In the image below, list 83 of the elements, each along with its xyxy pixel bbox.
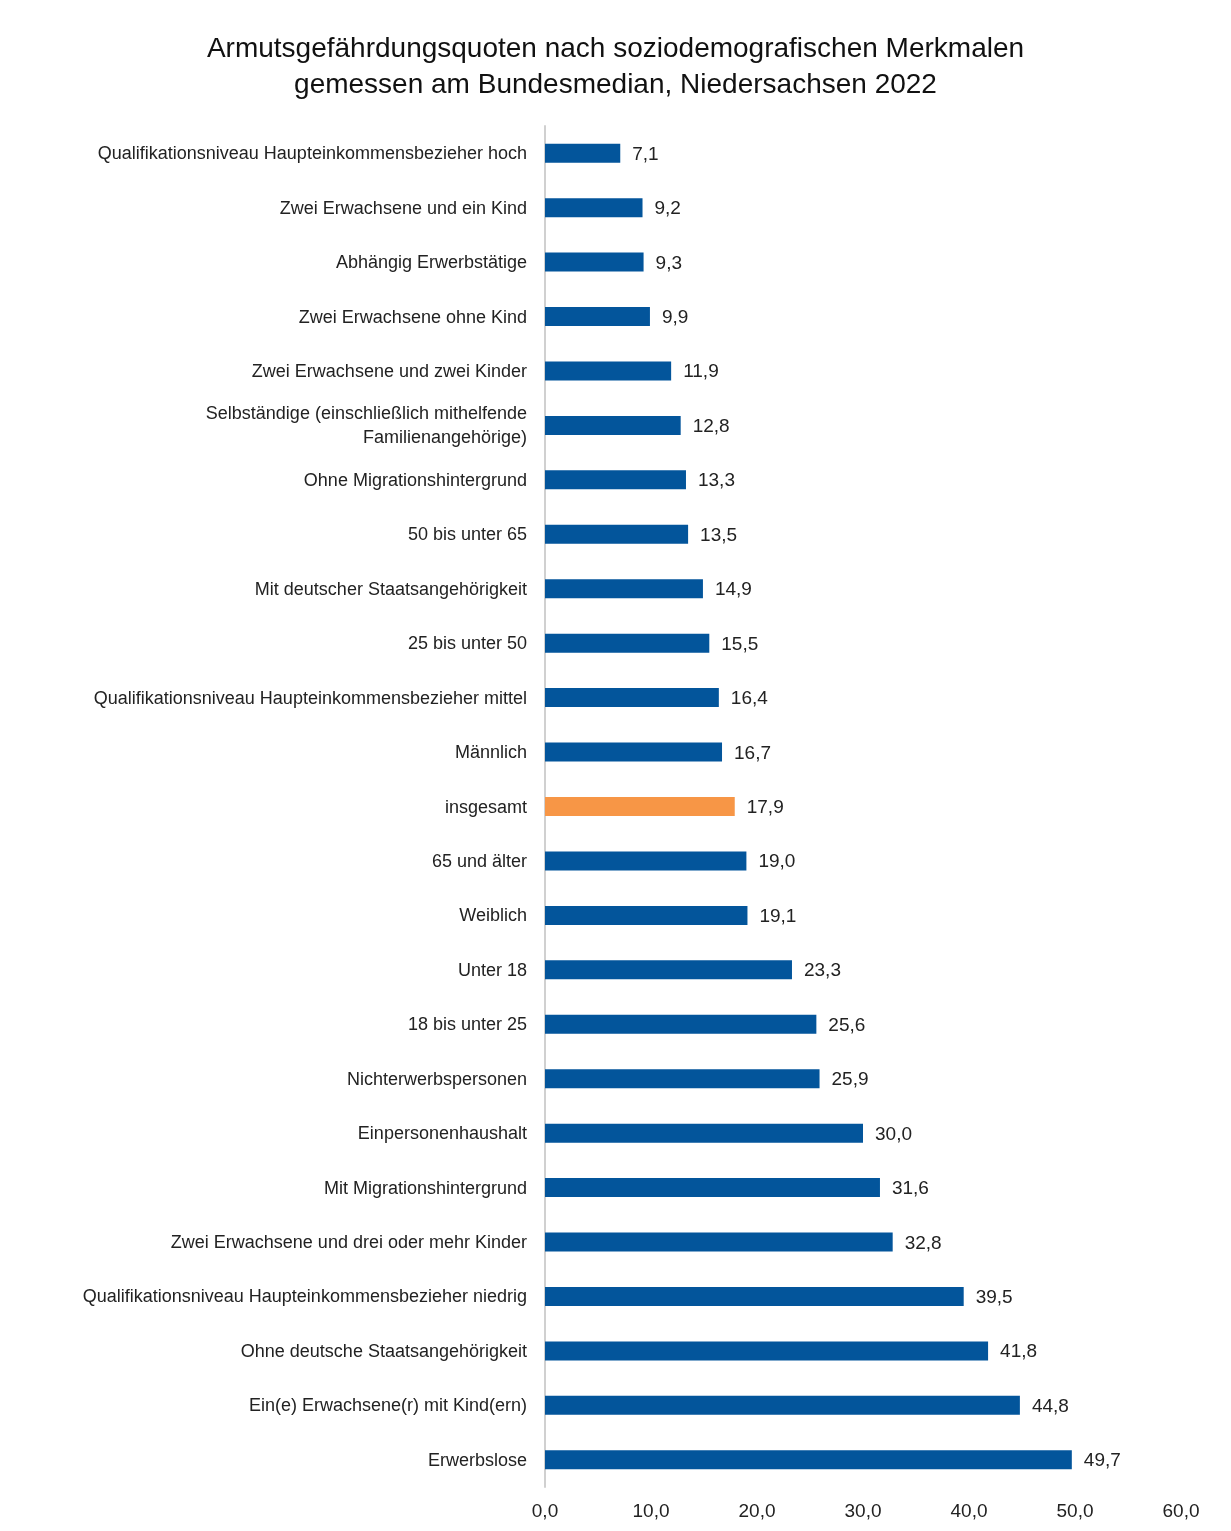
x-tick-label: 30,0 xyxy=(844,1500,882,1521)
y-tick-label: Ein(e) Erwachsene(r) mit Kind(ern) xyxy=(248,1395,527,1416)
y-tick-label: Selbständige (einschließlich mithelfende Familienangehörige) xyxy=(205,403,527,448)
y-tick-label: Abhängig Erwerbstätige xyxy=(335,252,527,273)
bar xyxy=(545,688,719,708)
bar xyxy=(545,960,792,980)
data-label: 44,8 xyxy=(1031,1394,1069,1416)
bar xyxy=(545,1341,989,1361)
data-label: 9,9 xyxy=(661,306,689,328)
bar xyxy=(545,851,747,871)
y-tick-label: Weiblich xyxy=(459,905,527,926)
bar xyxy=(545,524,689,544)
x-tick-label: 40,0 xyxy=(950,1500,988,1521)
y-tick-label: 50 bis unter 65 xyxy=(407,524,527,545)
chart-title: Armutsgefährdungsquoten nach soziodemografischen Merkmalen gemessen am Bundesmedian, Niedersachsen 2022 xyxy=(206,31,1025,99)
y-tick-label: Mit deutscher Staatsangehörigkeit xyxy=(254,578,527,599)
y-tick-label: Ohne deutsche Staatsangehörigkeit xyxy=(240,1340,527,1361)
y-tick-label: Qualifikationsniveau Haupteinkommensbezieher hoch xyxy=(97,143,527,164)
bar xyxy=(545,1069,820,1089)
bar xyxy=(545,1286,964,1306)
data-label: 13,5 xyxy=(700,523,738,545)
bar xyxy=(545,307,650,327)
bar xyxy=(545,143,621,163)
x-tick-label: 60,0 xyxy=(1162,1500,1200,1521)
y-tick-label: Qualifikationsniveau Haupteinkommensbezieher mittel xyxy=(93,687,527,708)
data-label: 32,8 xyxy=(904,1231,942,1253)
data-label: 9,3 xyxy=(655,251,682,273)
data-label: 16,7 xyxy=(734,741,771,763)
bar xyxy=(545,1014,817,1034)
y-tick-label: Zwei Erwachsene und zwei Kinder xyxy=(251,360,527,381)
bar xyxy=(545,1178,880,1198)
data-label: 39,5 xyxy=(975,1285,1013,1307)
y-tick-label: Erwerbslose xyxy=(427,1449,527,1470)
data-label: 49,7 xyxy=(1083,1449,1121,1471)
bar xyxy=(545,633,710,653)
bar xyxy=(545,905,748,925)
data-label: 23,3 xyxy=(803,959,841,981)
y-tick-label: Ohne Migrationshintergrund xyxy=(303,469,527,490)
x-tick-label: 50,0 xyxy=(1056,1500,1094,1521)
y-tick-label: Mit Migrationshintergrund xyxy=(323,1177,527,1198)
bar xyxy=(545,415,681,435)
data-label: 16,4 xyxy=(730,687,769,709)
y-tick-label: 65 und älter xyxy=(431,850,527,871)
y-tick-label: Unter 18 xyxy=(457,959,527,980)
data-label: 7,1 xyxy=(632,142,659,164)
y-tick-label: Zwei Erwachsene und ein Kind xyxy=(279,197,527,218)
bar xyxy=(545,361,672,381)
data-label: 14,9 xyxy=(714,578,752,600)
data-label: 11,9 xyxy=(683,360,719,382)
y-tick-label: Zwei Erwachsene und drei oder mehr Kinder xyxy=(170,1232,527,1253)
y-tick-label: Nichterwerbspersonen xyxy=(346,1068,527,1089)
bar xyxy=(545,579,703,599)
y-tick-label: insgesamt xyxy=(444,796,527,817)
data-label: 25,9 xyxy=(831,1068,869,1090)
bar xyxy=(545,1395,1020,1415)
bar xyxy=(545,742,723,762)
data-label: 12,8 xyxy=(692,414,730,436)
y-tick-label: Qualifikationsniveau Haupteinkommensbezieher niedrig xyxy=(82,1286,527,1307)
data-label: 17,9 xyxy=(746,796,784,817)
y-tick-label: 25 bis unter 50 xyxy=(407,633,527,654)
y-tick-label: 18 bis unter 25 xyxy=(407,1014,527,1035)
data-label: 19,0 xyxy=(758,850,796,872)
bar xyxy=(545,1450,1072,1470)
bar xyxy=(545,1232,893,1252)
x-tick-label: 0,0 xyxy=(531,1500,559,1521)
data-label: 41,8 xyxy=(1000,1340,1038,1362)
data-label: 19,1 xyxy=(759,904,797,926)
x-tick-label: 20,0 xyxy=(738,1500,776,1521)
data-label: 30,0 xyxy=(875,1122,912,1144)
x-tick-label: 10,0 xyxy=(632,1500,670,1521)
bar xyxy=(545,470,686,490)
data-label: 15,5 xyxy=(721,632,759,654)
bar xyxy=(545,1123,863,1143)
y-tick-label: Zwei Erwachsene ohne Kind xyxy=(298,306,527,327)
data-label: 9,2 xyxy=(654,197,681,219)
data-label: 31,6 xyxy=(891,1177,929,1199)
bar xyxy=(545,797,735,816)
bar xyxy=(545,252,644,272)
data-label: 25,6 xyxy=(828,1013,866,1035)
y-tick-label: Einpersonenhaushalt xyxy=(357,1123,527,1144)
data-label: 13,3 xyxy=(697,469,735,491)
y-tick-label: Männlich xyxy=(454,742,527,763)
bar xyxy=(545,198,643,218)
